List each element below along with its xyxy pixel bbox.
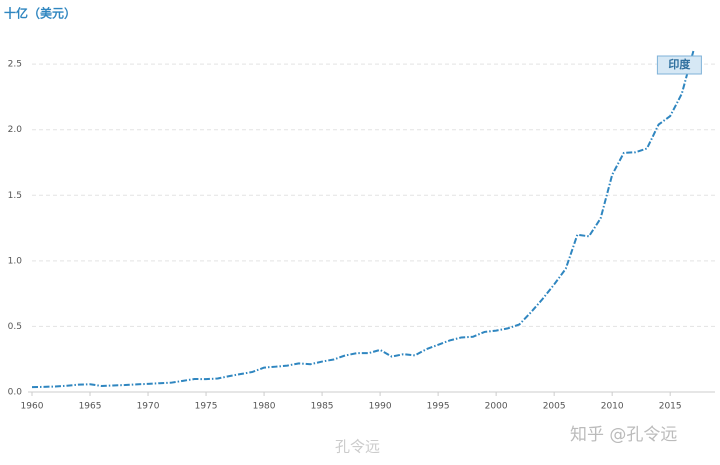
x-tick-label: 1975: [195, 402, 218, 412]
y-tick-label: 2.5: [8, 60, 22, 70]
y-tick-label: 0.5: [8, 322, 22, 332]
legend-label: 印度: [668, 57, 691, 71]
x-tick-label: 1985: [311, 402, 334, 412]
x-tick-label: 1970: [137, 402, 160, 412]
x-tick-label: 2015: [659, 402, 682, 412]
x-tick-label: 2010: [601, 402, 624, 412]
legend-box: [656, 55, 702, 75]
x-tick-label: 1965: [79, 402, 102, 412]
data-line: [31, 50, 695, 389]
x-tick-label: 2000: [485, 402, 508, 412]
x-tick-label: 1960: [21, 402, 44, 412]
y-tick-label: 1.0: [8, 256, 23, 266]
y-tick-label: 2.0: [8, 125, 23, 135]
x-tick-label: 1990: [369, 402, 392, 412]
watermark: 知乎 @孔令远: [570, 425, 677, 445]
y-tick-label: 1.5: [8, 191, 22, 201]
x-tick-label: 2005: [543, 402, 566, 412]
watermark: 孔令远: [335, 438, 380, 456]
y-tick-label: 0.0: [8, 388, 23, 398]
y-axis-label: 十亿（美元）: [4, 6, 76, 21]
x-tick-label: 1980: [253, 402, 276, 412]
x-tick-label: 1995: [427, 402, 450, 412]
